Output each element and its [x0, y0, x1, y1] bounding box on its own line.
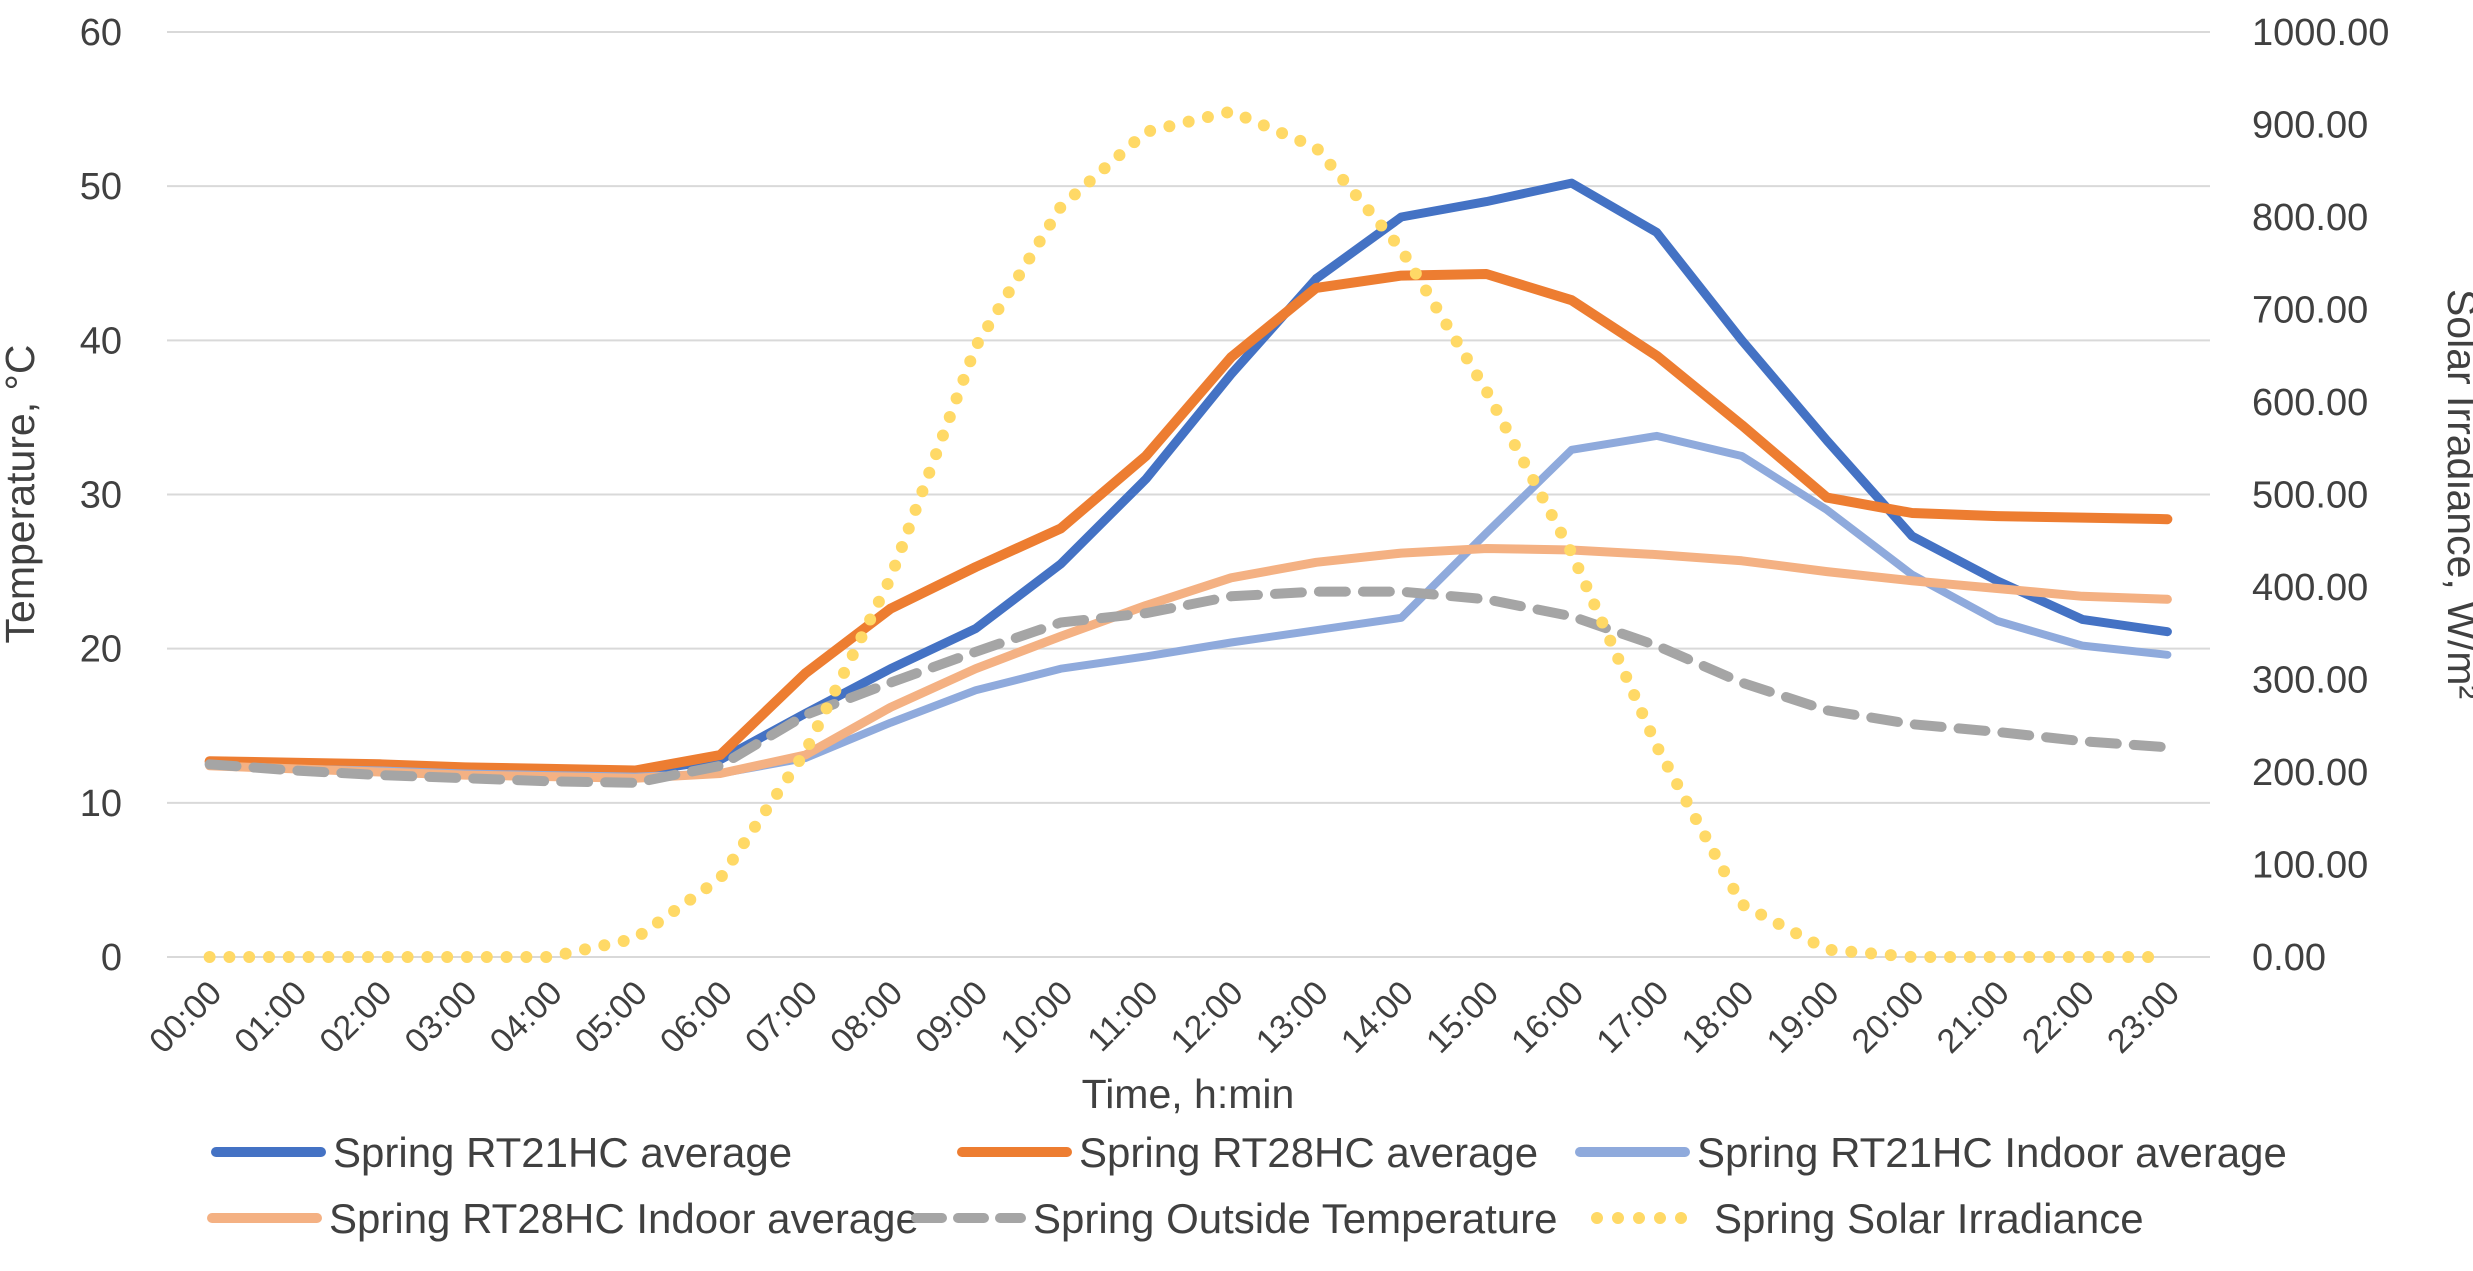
y-left-tick-label: 40: [80, 320, 122, 362]
series-line-spring-rt28hc-average: [204, 269, 2173, 776]
legend-item-spring-solar-irradiance: Spring Solar Irradiance: [1591, 1195, 2144, 1242]
x-tick-label: 14:00: [1334, 974, 1421, 1061]
series-line-spring-solar-irradiance: [203, 105, 2174, 963]
y-left-tick-label: 60: [80, 12, 122, 54]
x-tick-label: 09:00: [908, 974, 995, 1061]
x-tick-label: 07:00: [738, 974, 825, 1061]
y-right-tick-label: 400.00: [2252, 567, 2368, 609]
legend-item-spring-rt28hc-average: Spring RT28HC average: [957, 1129, 1538, 1176]
x-tick-label: 10:00: [993, 974, 1080, 1061]
y-left-tick-label: 10: [80, 783, 122, 825]
x-tick-label: 16:00: [1504, 974, 1591, 1061]
x-tick-label: 06:00: [653, 974, 740, 1061]
y-axis-left-title: Temperature, °C: [0, 345, 43, 644]
x-tick-label: 18:00: [1674, 974, 1761, 1061]
series-line-spring-outside-temperature: [204, 586, 2173, 788]
y-right-tick-label: 500.00: [2252, 475, 2368, 517]
legend-label: Spring RT21HC average: [333, 1129, 792, 1176]
x-axis-tick-labels: 00:0001:0002:0003:0004:0005:0006:0007:00…: [142, 974, 2187, 1061]
y-right-tick-label: 800.00: [2252, 197, 2368, 239]
series-line-spring-rt28hc-indoor-average: [205, 544, 2172, 783]
legend-item-spring-rt28hc-indoor-average: Spring RT28HC Indoor average: [207, 1195, 919, 1242]
y-right-tick-label: 300.00: [2252, 660, 2368, 702]
y-axis-right-tick-labels: 0.00 100.00 200.00 300.00 400.00 500.00 600.00…: [2252, 12, 2389, 979]
x-tick-label: 15:00: [1419, 974, 1506, 1061]
x-tick-label: 22:00: [2015, 974, 2102, 1061]
y-right-tick-label: 200.00: [2252, 752, 2368, 794]
legend-label: Spring Solar Irradiance: [1714, 1195, 2144, 1242]
x-tick-label: 01:00: [227, 974, 314, 1061]
x-tick-label: 19:00: [1760, 974, 1847, 1061]
y-right-tick-label: 100.00: [2252, 845, 2368, 887]
y-left-tick-label: 50: [80, 166, 122, 208]
legend-item-spring-rt21hc-average: Spring RT21HC average: [211, 1129, 792, 1176]
x-tick-label: 17:00: [1589, 974, 1676, 1061]
y-axis-left-tick-labels: 0 10 20 30 40 50 60: [80, 12, 122, 979]
x-tick-label: 05:00: [568, 974, 655, 1061]
legend-label: Spring RT28HC average: [1079, 1129, 1538, 1176]
y-axis-right-title: Solar Irradiance, W/m²: [2439, 289, 2473, 699]
x-tick-label: 02:00: [312, 974, 399, 1061]
x-tick-label: 11:00: [1080, 974, 1165, 1059]
legend-label: Spring Outside Temperature: [1033, 1195, 1558, 1242]
gridlines: [167, 31, 2210, 958]
x-tick-label: 21:00: [1930, 974, 2017, 1061]
y-right-tick-label: 1000.00: [2252, 12, 2389, 54]
x-tick-label: 03:00: [398, 974, 485, 1061]
y-left-tick-label: 30: [80, 475, 122, 517]
series-line-spring-rt21hc-average: [205, 178, 2172, 777]
legend-item-spring-rt21hc-indoor-average: Spring RT21HC Indoor average: [1575, 1129, 2287, 1176]
series-lines: [203, 105, 2174, 963]
y-right-tick-label: 700.00: [2252, 290, 2368, 332]
legend-label: Spring RT28HC Indoor average: [329, 1195, 919, 1242]
legend: Spring RT21HC average Spring RT28HC avera…: [207, 1129, 2287, 1242]
y-right-tick-label: 0.00: [2252, 937, 2326, 979]
x-tick-label: 13:00: [1249, 974, 1336, 1061]
x-axis-title: Time, h:min: [1082, 1071, 1295, 1117]
legend-item-spring-outside-temperature: Spring Outside Temperature: [911, 1195, 1558, 1242]
y-right-tick-label: 900.00: [2252, 105, 2368, 147]
y-right-tick-label: 600.00: [2252, 382, 2368, 424]
x-tick-label: 04:00: [483, 974, 570, 1061]
x-tick-label: 20:00: [1845, 974, 1932, 1061]
x-tick-label: 23:00: [2100, 974, 2187, 1061]
x-tick-label: 00:00: [142, 974, 229, 1061]
y-left-tick-label: 20: [80, 629, 122, 671]
x-tick-label: 12:00: [1164, 974, 1251, 1061]
y-left-tick-label: 0: [101, 937, 122, 979]
legend-label: Spring RT21HC Indoor average: [1697, 1129, 2287, 1176]
x-tick-label: 08:00: [823, 974, 910, 1061]
